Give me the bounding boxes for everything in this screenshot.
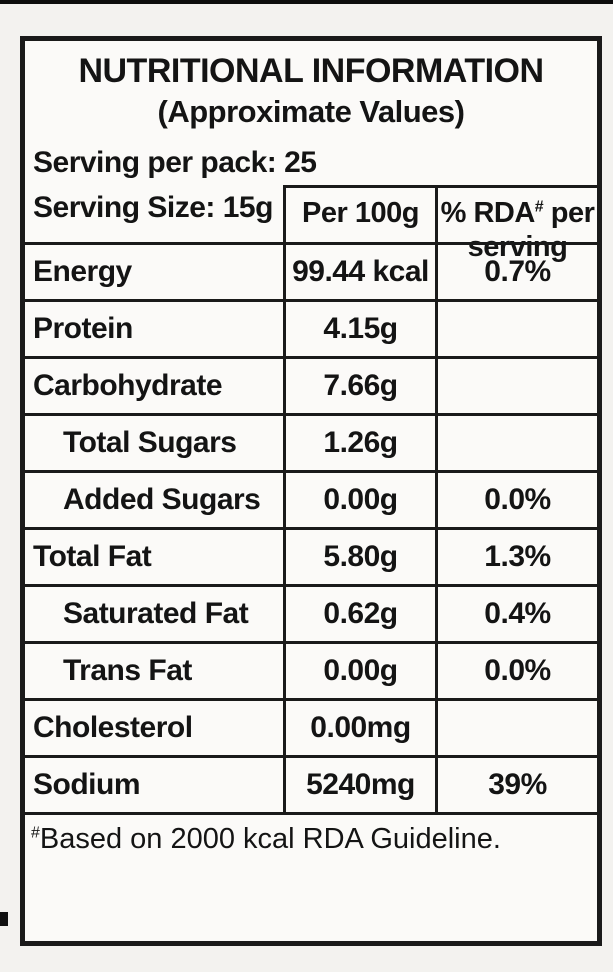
nutrient-rda-value [435, 356, 597, 413]
title-block: NUTRITIONAL INFORMATION (Approximate Val… [25, 41, 597, 185]
serving-per-pack: Serving per pack: 25 [33, 146, 317, 179]
top-edge-strip [0, 0, 613, 4]
nutrient-name: Energy [25, 242, 283, 299]
rda-footnote: #Based on 2000 kcal RDA Guideline. [25, 812, 597, 864]
nutrient-name: Added Sugars [25, 470, 283, 527]
nutrient-per-100g-value: 99.44 kcal [283, 242, 435, 299]
hash-superscript: # [31, 824, 40, 842]
nutrient-name: Saturated Fat [25, 584, 283, 641]
nutrient-per-100g-value: 1.26g [283, 413, 435, 470]
nutrient-per-100g-value: 7.66g [283, 356, 435, 413]
nutrient-rda-value [435, 299, 597, 356]
nutrient-rda-value: 0.0% [435, 470, 597, 527]
nutrient-name: Trans Fat [25, 641, 283, 698]
column-header-serving-size: Serving Size: 15g [33, 191, 273, 224]
nutrient-rda-value: 0.7% [435, 242, 597, 299]
nutrient-name: Cholesterol [25, 698, 283, 755]
nutrient-rda-value: 1.3% [435, 527, 597, 584]
nutrient-rda-value: 39% [435, 755, 597, 812]
hash-superscript: # [534, 198, 544, 216]
nutrient-name: Carbohydrate [25, 356, 283, 413]
nutrient-name: Total Sugars [25, 413, 283, 470]
left-edge-mark [0, 912, 8, 926]
nutrient-rda-value: 0.4% [435, 584, 597, 641]
column-header-per-100g: Per 100g [283, 185, 435, 295]
nutrient-per-100g-value: 0.00g [283, 641, 435, 698]
nutrient-name: Sodium [25, 755, 283, 812]
rda-header-text: % RDA# per serving [440, 197, 595, 263]
panel-title: NUTRITIONAL INFORMATION [78, 52, 544, 90]
nutrient-rda-value [435, 698, 597, 755]
nutrient-per-100g-value: 0.00mg [283, 698, 435, 755]
nutrient-name: Total Fat [25, 527, 283, 584]
nutrition-table: Serving Size: 15g Per 100g % RDA# per se… [25, 185, 597, 941]
nutrient-rda-value: 0.0% [435, 641, 597, 698]
panel-subtitle: (Approximate Values) [157, 94, 465, 129]
footnote-text: #Based on 2000 kcal RDA Guideline. [31, 823, 501, 855]
nutrient-per-100g-value: 4.15g [283, 299, 435, 356]
nutrient-name: Protein [25, 299, 283, 356]
nutrient-per-100g-value: 0.00g [283, 470, 435, 527]
nutrition-panel: NUTRITIONAL INFORMATION (Approximate Val… [20, 36, 602, 946]
nutrient-rda-value [435, 413, 597, 470]
nutrient-per-100g-value: 0.62g [283, 584, 435, 641]
nutrient-per-100g-value: 5.80g [283, 527, 435, 584]
nutrient-per-100g-value: 5240mg [283, 755, 435, 812]
column-header-rda-per-serving: % RDA# per serving [435, 185, 597, 295]
